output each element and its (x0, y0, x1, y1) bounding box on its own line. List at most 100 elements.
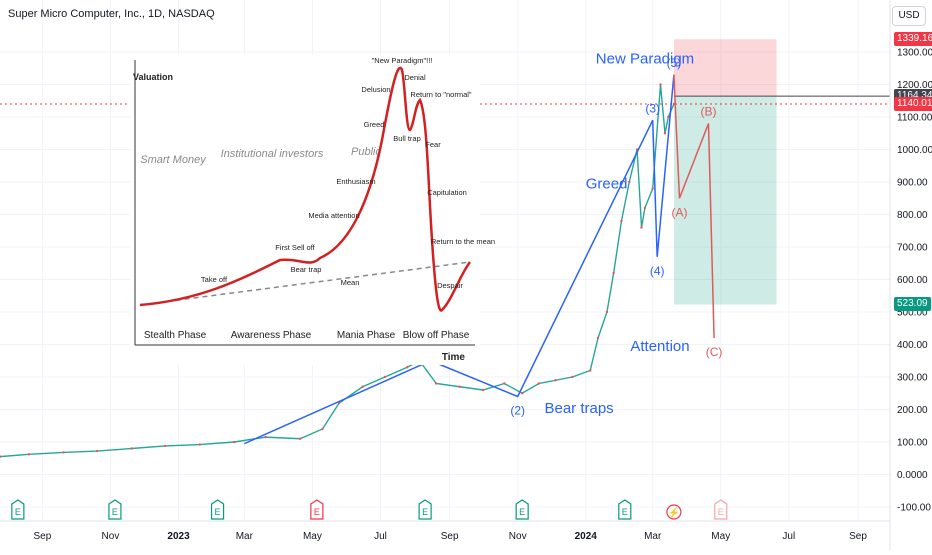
bolt-glyph: ⚡ (668, 506, 680, 519)
annotation-label: Bear traps (544, 400, 613, 417)
x-tick-label: Mar (236, 531, 254, 542)
x-tick-label: Mar (644, 531, 662, 542)
price-point (589, 369, 592, 372)
phase-label: Blow off Phase (403, 330, 470, 341)
zone-label: Smart Money (140, 154, 207, 166)
wave-label: (A) (671, 205, 687, 219)
cycle-label: Mean (341, 278, 360, 287)
inset-xlabel: Time (442, 352, 466, 363)
y-tick-label: 300.00 (897, 373, 928, 384)
y-tick-label: 900.00 (897, 178, 928, 189)
inset-ylabel: Valuation (133, 72, 173, 82)
earnings-event-icon (418, 499, 432, 520)
events-bar[interactable]: E E E E E E E ⚡ E (11, 499, 728, 520)
cycle-label: Bull trap (393, 134, 421, 143)
price-point (640, 226, 643, 229)
wave-label: (C) (706, 345, 723, 359)
price-point (667, 115, 670, 119)
y-tick-label: 200.00 (897, 405, 928, 416)
price-point (643, 206, 647, 210)
earnings-glyph: E (215, 507, 221, 517)
cycle-label: Capitulation (427, 188, 467, 197)
price-tag-last: 1140.01 (894, 96, 932, 111)
price-point (406, 366, 409, 369)
cycle-label: First Sell off (275, 243, 315, 252)
annotation-label: New Paradigm (596, 50, 694, 67)
x-tick-label: Sep (33, 531, 51, 542)
price-point (458, 385, 461, 388)
annotation-label: Attention (630, 338, 689, 355)
price-point (537, 382, 541, 385)
target-zone (673, 96, 777, 305)
phase-label: Stealth Phase (144, 330, 207, 341)
wave-label: (B) (700, 105, 716, 119)
x-tick-label: Jul (374, 531, 387, 542)
earnings-glyph: E (622, 507, 628, 517)
price-point (659, 83, 662, 86)
x-tick-label: Sep (441, 531, 459, 542)
earnings-glyph: E (519, 507, 525, 517)
price-axis[interactable]: 1300.00 1200.00 1100.00 1000.00 900.00 800.00… (889, 0, 932, 550)
y-tick-label: 1200.00 (897, 80, 932, 91)
annotation-label: Greed (586, 176, 628, 193)
time-axis[interactable]: Sep Nov 2023 Mar May Jul Sep Nov 2024 Mar May Jul Se… (0, 520, 890, 542)
split-event-icon (666, 504, 682, 520)
price-point (481, 388, 485, 392)
cycle-label: Enthusiasm (336, 177, 375, 186)
y-tick-label: 100.00 (897, 438, 928, 449)
cycle-label: Return to "normal" (410, 90, 472, 99)
price-tag-stop: 1339.16 (894, 32, 932, 47)
mean-line (139, 261, 471, 306)
cycle-label: Denial (404, 73, 426, 82)
impulse-wave-path (244, 74, 675, 445)
x-tick-label: 2023 (167, 531, 190, 542)
cycle-label: Media attention (308, 211, 359, 220)
y-tick-label: 1300.00 (897, 48, 932, 59)
x-tick-label: 2024 (575, 531, 598, 542)
price-point (361, 385, 364, 388)
y-tick-label: 800.00 (897, 210, 928, 221)
y-tick-label: -100.00 (897, 503, 931, 514)
earnings-event-icon (108, 499, 122, 520)
earnings-event-icon (210, 499, 225, 520)
price-point (298, 437, 302, 440)
earnings-event-icon (515, 499, 529, 520)
earnings-event-icon (618, 499, 632, 520)
y-tick-label: 700.00 (897, 243, 928, 254)
price-point (571, 375, 574, 379)
y-tick-label: 600.00 (897, 275, 928, 286)
inset-background (130, 55, 480, 365)
x-tick-label: Sep (849, 531, 867, 542)
x-tick-label: Jul (782, 531, 795, 542)
wave-label: (5) (667, 56, 682, 70)
x-tick-label: Nov (509, 531, 527, 542)
earnings-event-icon (310, 499, 324, 520)
earnings-glyph: E (314, 507, 320, 517)
cycle-label: Greed (364, 120, 385, 129)
zone-label: Institutional investors (221, 148, 324, 160)
price-point (233, 440, 236, 444)
x-tick-label: May (711, 531, 730, 542)
price-point (62, 451, 65, 454)
cycle-label: "New Paradigm"!!! (372, 56, 433, 65)
price-point (198, 443, 201, 446)
cycle-label: Bear trap (291, 265, 322, 274)
price-point (605, 310, 609, 314)
price-point (27, 453, 31, 456)
cycle-label: Take off (201, 275, 228, 284)
price-point (620, 219, 623, 223)
corrective-wave-path (673, 74, 715, 339)
earnings-glyph: E (422, 507, 428, 517)
earnings-event-icon (11, 499, 25, 520)
y-tick-label: 1000.00 (897, 145, 932, 156)
price-point (663, 132, 667, 135)
price-point (651, 187, 654, 190)
price-point (321, 427, 324, 431)
cycle-label: Delusion (361, 85, 390, 94)
currency-button[interactable]: USD (892, 6, 926, 26)
wave-label: (2) (510, 404, 525, 418)
y-tick-label: 400.00 (897, 340, 928, 351)
price-point (264, 435, 267, 439)
cycle-label: Despair (437, 281, 463, 290)
